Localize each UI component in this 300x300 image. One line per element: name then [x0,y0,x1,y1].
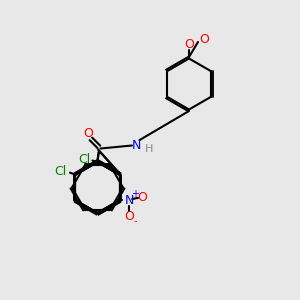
Text: +: + [130,189,139,199]
Text: N: N [125,194,134,207]
Text: O: O [124,210,134,223]
Text: O: O [84,127,93,140]
Text: O: O [184,38,194,52]
Text: O: O [200,33,209,46]
Text: Cl: Cl [54,165,67,178]
Text: Cl: Cl [78,152,90,166]
Text: N: N [132,139,141,152]
Text: H: H [145,144,153,154]
Text: -: - [134,216,137,226]
Text: O: O [138,191,148,204]
